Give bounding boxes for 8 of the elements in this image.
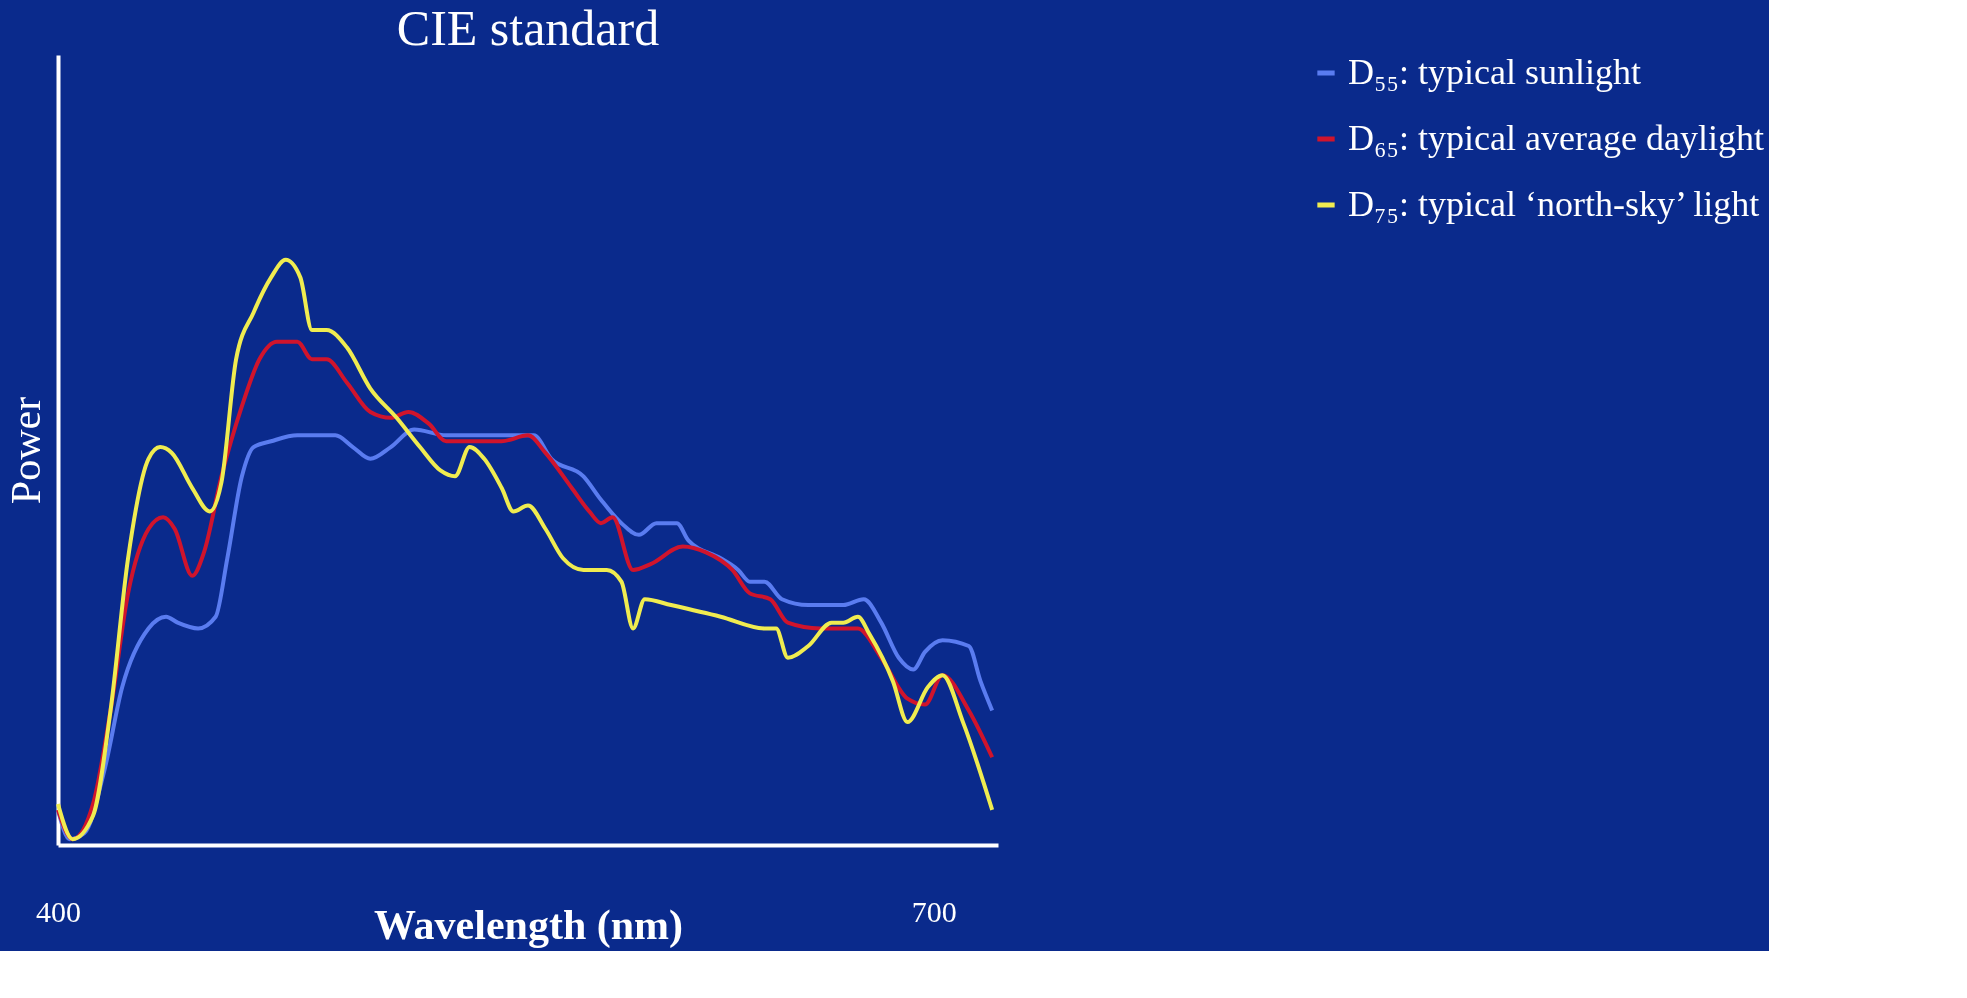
y-axis-title: Power bbox=[2, 396, 49, 505]
x-tick-label: 400 bbox=[36, 894, 81, 928]
legend-label: D₆₅: typical average daylight bbox=[1348, 118, 1764, 158]
x-tick-label: 700 bbox=[911, 894, 957, 928]
chart-title: CIE standard bbox=[396, 0, 660, 56]
legend-label: D₇₅: typical ‘north-sky’ light bbox=[1348, 184, 1760, 224]
x-axis-title: Wavelength (nm) bbox=[373, 901, 684, 949]
legend-label: D₅₅: typical sunlight bbox=[1348, 52, 1642, 92]
